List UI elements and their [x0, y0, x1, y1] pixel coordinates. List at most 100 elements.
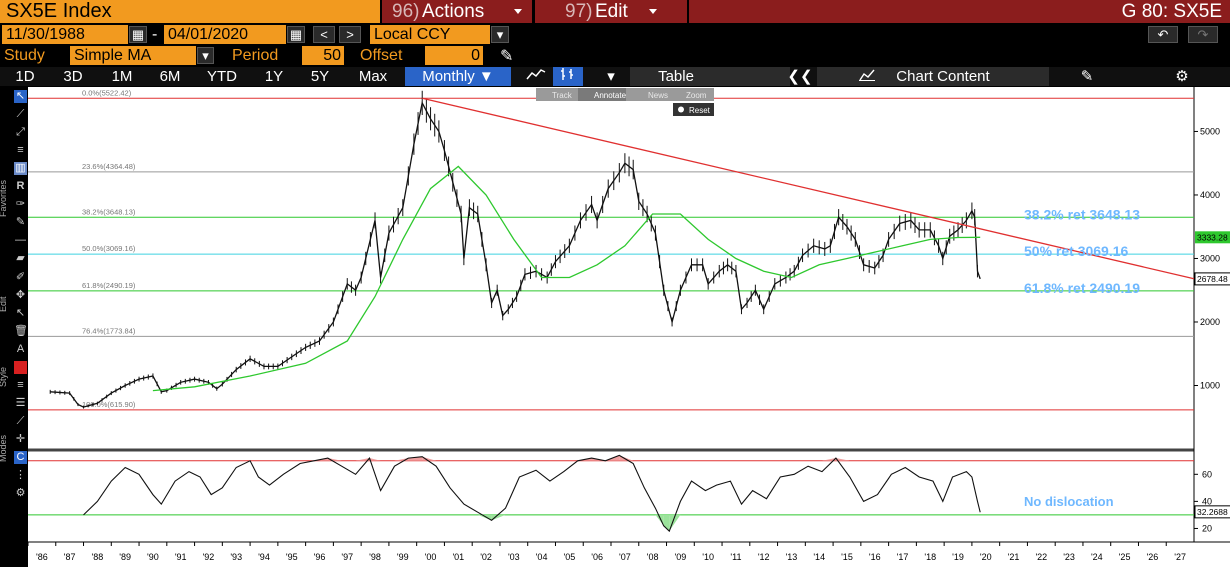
- fib-tool-icon[interactable]: ≡: [17, 144, 24, 156]
- security-field[interactable]: SX5E Index: [0, 0, 380, 23]
- frequency-select[interactable]: Monthly ▼: [405, 67, 511, 86]
- draw-icon[interactable]: ✐: [15, 271, 26, 283]
- channel-tool-icon[interactable]: ▥: [14, 162, 27, 175]
- chevron-down-icon[interactable]: ▾: [197, 47, 214, 64]
- chart-content-button[interactable]: Chart Content: [817, 67, 1049, 86]
- arrow-left-icon[interactable]: <: [313, 26, 335, 43]
- move-icon[interactable]: ✥: [15, 289, 26, 301]
- fib-level-label: 76.4%(1773.84): [82, 326, 136, 335]
- trend-tool-icon[interactable]: ⤢: [16, 126, 25, 138]
- line-chart-icon[interactable]: [520, 67, 552, 86]
- chevron-down-icon[interactable]: ▾: [607, 68, 615, 85]
- trash-icon[interactable]: 🗑: [14, 325, 28, 337]
- table-button[interactable]: Table: [630, 67, 790, 86]
- function-code: G 80: SX5E: [1121, 1, 1222, 22]
- cycle-icon[interactable]: C: [14, 451, 27, 464]
- end-date-field[interactable]: 04/01/2020: [164, 25, 286, 44]
- reset-button[interactable]: Reset: [689, 106, 711, 115]
- stats-icon[interactable]: ⋮: [15, 469, 26, 481]
- edit-menu[interactable]: 97) Edit: [535, 0, 687, 23]
- x-tick-label: '96: [314, 552, 326, 562]
- x-tick-label: '88: [92, 552, 104, 562]
- indicator-value-label: 32.2688: [1197, 507, 1228, 517]
- bar-chart-icon[interactable]: [553, 67, 583, 86]
- annotate-button[interactable]: Annotate: [594, 91, 627, 100]
- line-width-icon[interactable]: ≡: [17, 379, 24, 391]
- price-value-box: [1194, 272, 1230, 286]
- undo-icon[interactable]: ↶: [1148, 26, 1178, 43]
- pen-icon[interactable]: ✎: [15, 216, 26, 228]
- retracement-tool-icon[interactable]: R: [16, 180, 25, 192]
- retracement-annotation: 61.8% ret 2490.19: [1024, 280, 1140, 296]
- x-tick-label: '27: [1174, 552, 1186, 562]
- y-tick-label: 1000: [1200, 380, 1220, 390]
- ruler-icon[interactable]: ▰: [16, 252, 25, 264]
- x-tick-label: '23: [1063, 552, 1075, 562]
- tab-1d[interactable]: 1D: [15, 68, 35, 85]
- edit-chart-icon[interactable]: ✎: [1080, 68, 1094, 85]
- period-input[interactable]: 50: [302, 46, 344, 65]
- calendar-icon[interactable]: ▦: [129, 26, 147, 43]
- start-date-field[interactable]: 11/30/1988: [2, 25, 128, 44]
- edit-menu-label: Edit: [595, 1, 628, 22]
- erase-icon[interactable]: ⟋: [16, 415, 25, 427]
- indicator-line: [83, 454, 981, 533]
- tab-1m[interactable]: 1M: [111, 68, 133, 85]
- study-label: Study: [4, 47, 45, 64]
- settings-icon[interactable]: ⚙: [15, 487, 26, 499]
- zoom-button[interactable]: Zoom: [686, 91, 707, 100]
- tab-6m[interactable]: 6M: [159, 68, 181, 85]
- redo-icon[interactable]: ↷: [1188, 26, 1218, 43]
- indicator-y-tick-label: 20: [1202, 523, 1212, 533]
- fill-color-icon[interactable]: [14, 361, 27, 374]
- select-icon[interactable]: ↖: [15, 307, 26, 319]
- tab-3d[interactable]: 3D: [63, 68, 83, 85]
- x-tick-label: '03: [508, 552, 520, 562]
- text-color-icon[interactable]: A: [16, 343, 25, 355]
- x-tick-label: '87: [64, 552, 76, 562]
- pencil-icon[interactable]: ✎: [500, 48, 514, 65]
- actions-menu[interactable]: 96) Actions: [382, 0, 532, 23]
- security-ticker[interactable]: SX5E Index: [6, 0, 112, 22]
- x-tick-label: '93: [230, 552, 242, 562]
- line-style-icon[interactable]: ☰: [15, 397, 26, 409]
- drawing-toolbar: ↖ ⟋ ⤢ ≡ ▥ R ✑ ✎ — ▰ ✐ ✥ ↖ 🗑 A ≡ ☰ ⟋ ✛ C …: [0, 87, 28, 567]
- indicator-y-tick-label: 40: [1202, 496, 1212, 506]
- x-tick-label: '17: [897, 552, 909, 562]
- actions-menu-number: 96): [392, 1, 420, 22]
- gear-icon[interactable]: ⚙: [1175, 68, 1189, 85]
- crosshair-icon[interactable]: ✛: [15, 433, 26, 445]
- arrow-right-icon[interactable]: >: [339, 26, 361, 43]
- news-button[interactable]: News: [648, 91, 668, 100]
- calendar-icon[interactable]: ▦: [287, 26, 305, 43]
- study-bar: Study Simple MA ▾ Period 50 Offset 0 ✎: [0, 46, 1230, 66]
- collapse-icon[interactable]: ❮❮: [787, 68, 813, 85]
- horizontal-line-icon[interactable]: —: [15, 234, 26, 246]
- x-tick-label: '20: [980, 552, 992, 562]
- oversold-fill: [669, 514, 681, 532]
- track-button[interactable]: Track: [552, 91, 573, 100]
- frequency-label: Monthly: [422, 68, 475, 85]
- x-tick-label: '98: [369, 552, 381, 562]
- fib-level-label: 61.8%(2490.19): [82, 281, 136, 290]
- x-tick-label: '18: [924, 552, 936, 562]
- x-tick-label: '26: [1146, 552, 1158, 562]
- tab-max[interactable]: Max: [358, 68, 388, 85]
- chevron-down-icon[interactable]: ▾: [491, 26, 509, 43]
- brush-icon[interactable]: ✑: [15, 198, 26, 210]
- oversold-fill: [491, 514, 506, 521]
- study-select[interactable]: Simple MA: [70, 46, 196, 65]
- tab-ytd[interactable]: YTD: [207, 68, 237, 85]
- pointer-icon[interactable]: ↖: [14, 90, 27, 103]
- y-tick-label: 5000: [1200, 126, 1220, 136]
- tab-1y[interactable]: 1Y: [264, 68, 284, 85]
- oversold-fill: [477, 514, 492, 521]
- price-chart[interactable]: 0.0%(5522.42) 23.6%(4364.48) 38.2%(3648.13…: [28, 87, 1230, 567]
- overbought-fill: [835, 458, 850, 461]
- function-bar: G 80: SX5E: [689, 0, 1230, 23]
- currency-select[interactable]: Local CCY: [370, 25, 490, 44]
- x-tick-label: '24: [1091, 552, 1103, 562]
- tab-5y[interactable]: 5Y: [310, 68, 330, 85]
- line-tool-icon[interactable]: ⟋: [16, 108, 25, 120]
- offset-input[interactable]: 0: [425, 46, 483, 65]
